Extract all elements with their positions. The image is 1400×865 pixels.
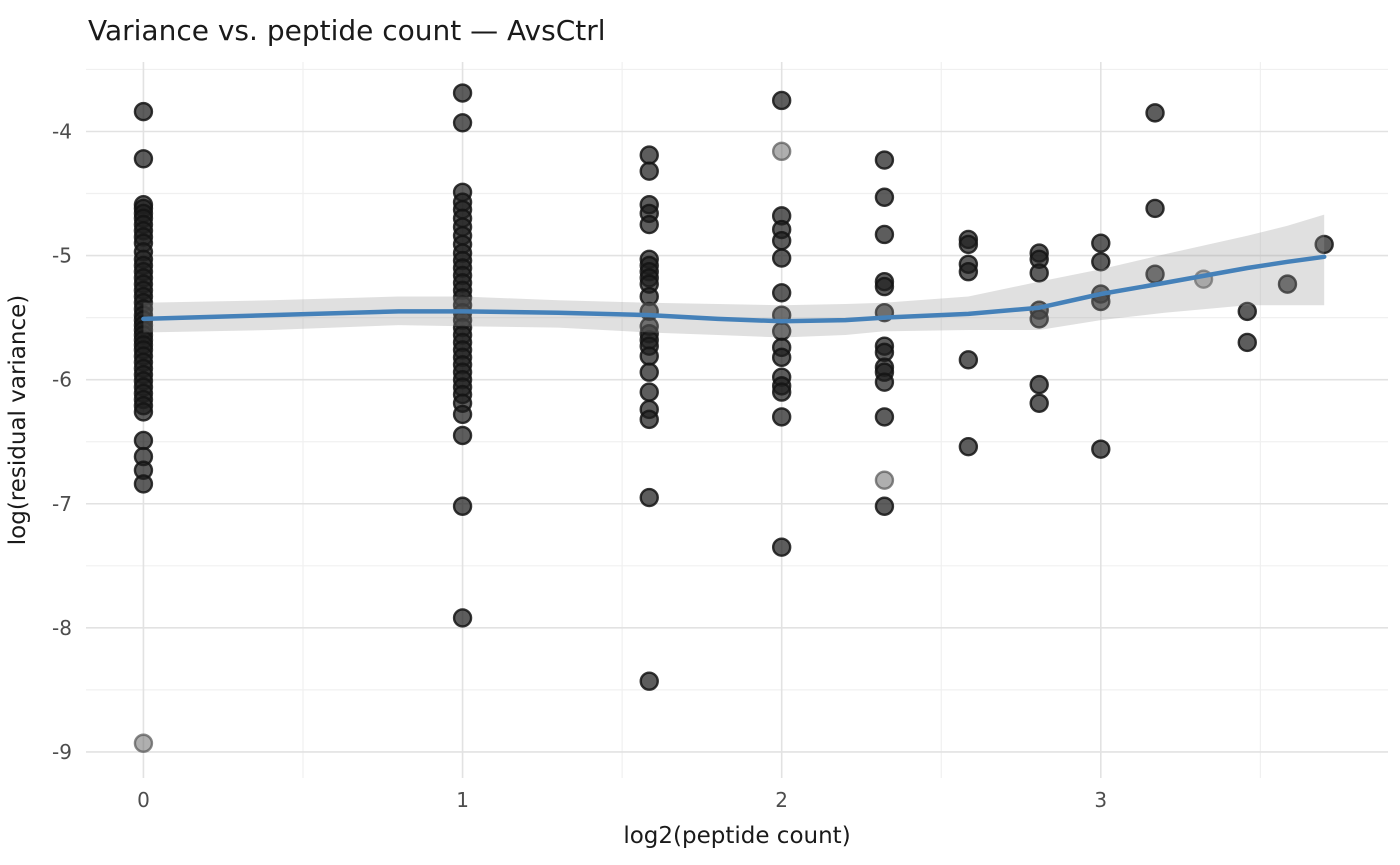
y-tick-label: -6 xyxy=(52,368,72,392)
x-tick-label: 0 xyxy=(137,788,150,812)
data-point xyxy=(639,346,659,366)
data-point xyxy=(639,487,659,508)
data-point xyxy=(958,350,979,370)
data-point xyxy=(133,474,154,494)
x-tick-label: 3 xyxy=(1094,788,1107,812)
data-point xyxy=(452,425,473,446)
data-point xyxy=(771,382,792,402)
data-point xyxy=(133,402,154,422)
data-point xyxy=(1277,274,1298,294)
data-point xyxy=(874,187,895,207)
data-point xyxy=(771,407,792,427)
data-point xyxy=(874,372,895,392)
data-point xyxy=(958,436,979,457)
data-point xyxy=(639,382,659,402)
scatter-points xyxy=(133,83,1334,753)
data-point xyxy=(639,145,659,165)
data-point xyxy=(639,161,659,181)
data-point xyxy=(639,671,659,691)
gridlines-major xyxy=(86,62,1388,778)
y-tick-label: -4 xyxy=(52,119,72,143)
y-axis-tick-labels: -4 -5 -6 -7 -8 -9 xyxy=(52,119,72,763)
data-point xyxy=(1145,198,1165,219)
data-point xyxy=(1029,393,1049,413)
y-tick-label: -9 xyxy=(52,740,72,764)
x-tick-label: 2 xyxy=(775,788,788,812)
data-point xyxy=(771,537,792,557)
data-point xyxy=(1237,332,1257,353)
data-point xyxy=(1029,374,1049,395)
x-axis-title: log2(peptide count) xyxy=(623,823,850,849)
data-point xyxy=(874,150,895,170)
muted-data-point xyxy=(133,733,154,753)
data-point xyxy=(874,407,895,427)
muted-data-point xyxy=(874,470,895,490)
data-point xyxy=(1091,439,1111,459)
data-point xyxy=(1029,263,1049,283)
x-axis-tick-labels: 0 1 2 3 xyxy=(137,788,1107,812)
data-point xyxy=(958,262,979,282)
data-point xyxy=(452,496,473,516)
loess-smooth-line xyxy=(141,254,1327,324)
data-point xyxy=(639,362,659,382)
data-point xyxy=(639,214,659,235)
data-point xyxy=(771,90,792,111)
data-point xyxy=(452,404,473,425)
y-tick-label: -8 xyxy=(52,616,72,640)
data-point xyxy=(133,149,154,169)
data-point xyxy=(771,347,792,368)
data-point xyxy=(874,224,895,245)
data-point xyxy=(1145,103,1165,123)
data-point xyxy=(771,230,792,251)
data-point xyxy=(639,409,659,430)
data-point xyxy=(1314,234,1334,255)
data-point xyxy=(874,496,895,516)
data-point xyxy=(452,83,473,103)
data-point xyxy=(1091,252,1111,272)
data-point xyxy=(452,113,473,133)
y-axis-title: log(residual variance) xyxy=(5,295,31,545)
data-point xyxy=(1029,309,1049,329)
y-tick-label: -5 xyxy=(52,244,72,268)
data-point xyxy=(1091,233,1111,253)
data-point xyxy=(452,608,473,628)
x-tick-label: 1 xyxy=(456,788,469,812)
data-point xyxy=(771,248,792,268)
smooth-line xyxy=(141,254,1327,324)
data-point xyxy=(771,283,792,303)
gridlines-minor xyxy=(86,62,1388,778)
y-tick-label: -7 xyxy=(52,492,72,516)
data-point xyxy=(133,430,154,451)
muted-data-point xyxy=(771,141,792,162)
data-point xyxy=(958,234,979,255)
data-point xyxy=(1237,301,1257,322)
data-point xyxy=(133,101,154,122)
plot-title: Variance vs. peptide count — AvsCtrl xyxy=(88,14,606,47)
data-point xyxy=(874,276,895,297)
